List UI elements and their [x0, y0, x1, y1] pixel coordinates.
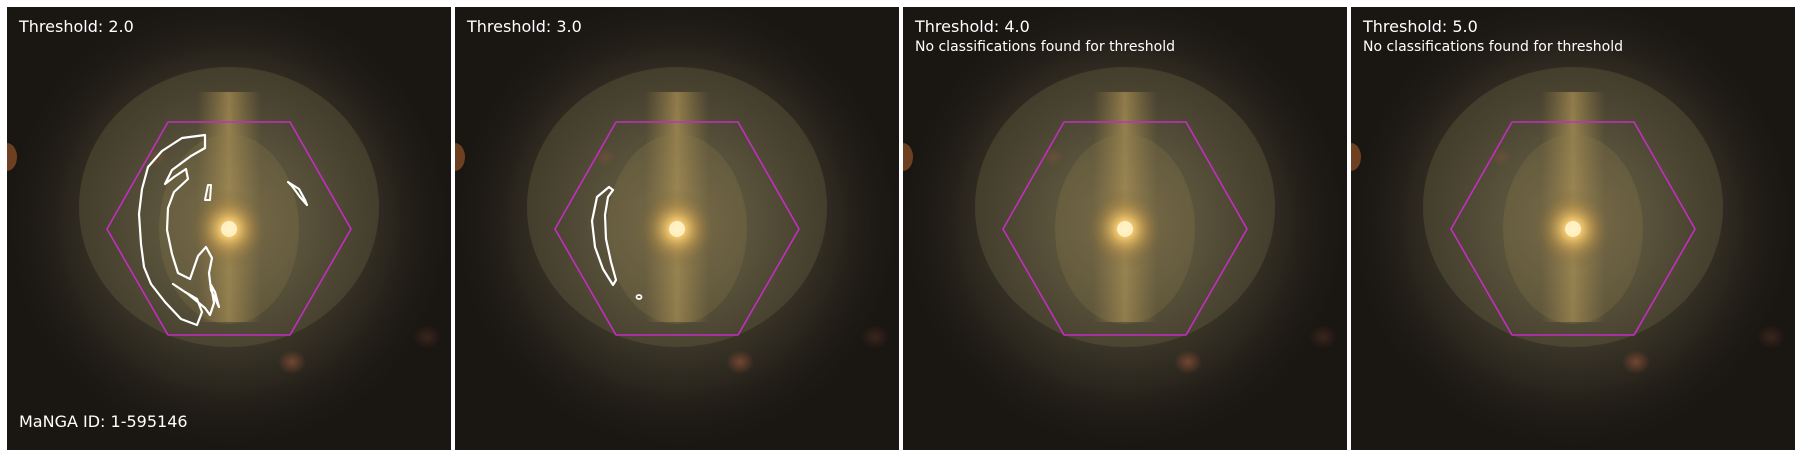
no-classifications-message: No classifications found for threshold	[1363, 39, 1623, 55]
panel-title: Threshold: 5.0	[1363, 17, 1478, 36]
panel-title: Threshold: 3.0	[467, 17, 582, 36]
galaxy-image	[903, 7, 1347, 450]
classification-contour	[204, 184, 212, 201]
panel-threshold-5: Threshold: 5.0 No classifications found …	[1351, 7, 1795, 450]
no-classifications-message: No classifications found for threshold	[915, 39, 1175, 55]
panel-title: Threshold: 2.0	[19, 17, 134, 36]
panel-threshold-4: Threshold: 4.0 No classifications found …	[903, 7, 1347, 450]
ifu-hexagon	[1450, 121, 1696, 336]
ifu-hexagon	[554, 121, 800, 336]
ifu-hexagon	[1002, 121, 1248, 336]
classification-contour	[635, 294, 643, 300]
galaxy-image	[455, 7, 899, 450]
ifu-hexagon	[106, 121, 352, 336]
galaxy-image	[1351, 7, 1795, 450]
panel-threshold-3: Threshold: 3.0	[455, 7, 899, 450]
classification-contour	[286, 180, 309, 207]
panel-title: Threshold: 4.0	[915, 17, 1030, 36]
classification-contour	[137, 133, 221, 327]
classification-contour	[590, 185, 618, 287]
galaxy-image	[7, 7, 451, 450]
manga-id-label: MaNGA ID: 1-595146	[19, 412, 188, 431]
panel-threshold-2: Threshold: 2.0 MaNGA ID: 1-595146	[7, 7, 451, 450]
